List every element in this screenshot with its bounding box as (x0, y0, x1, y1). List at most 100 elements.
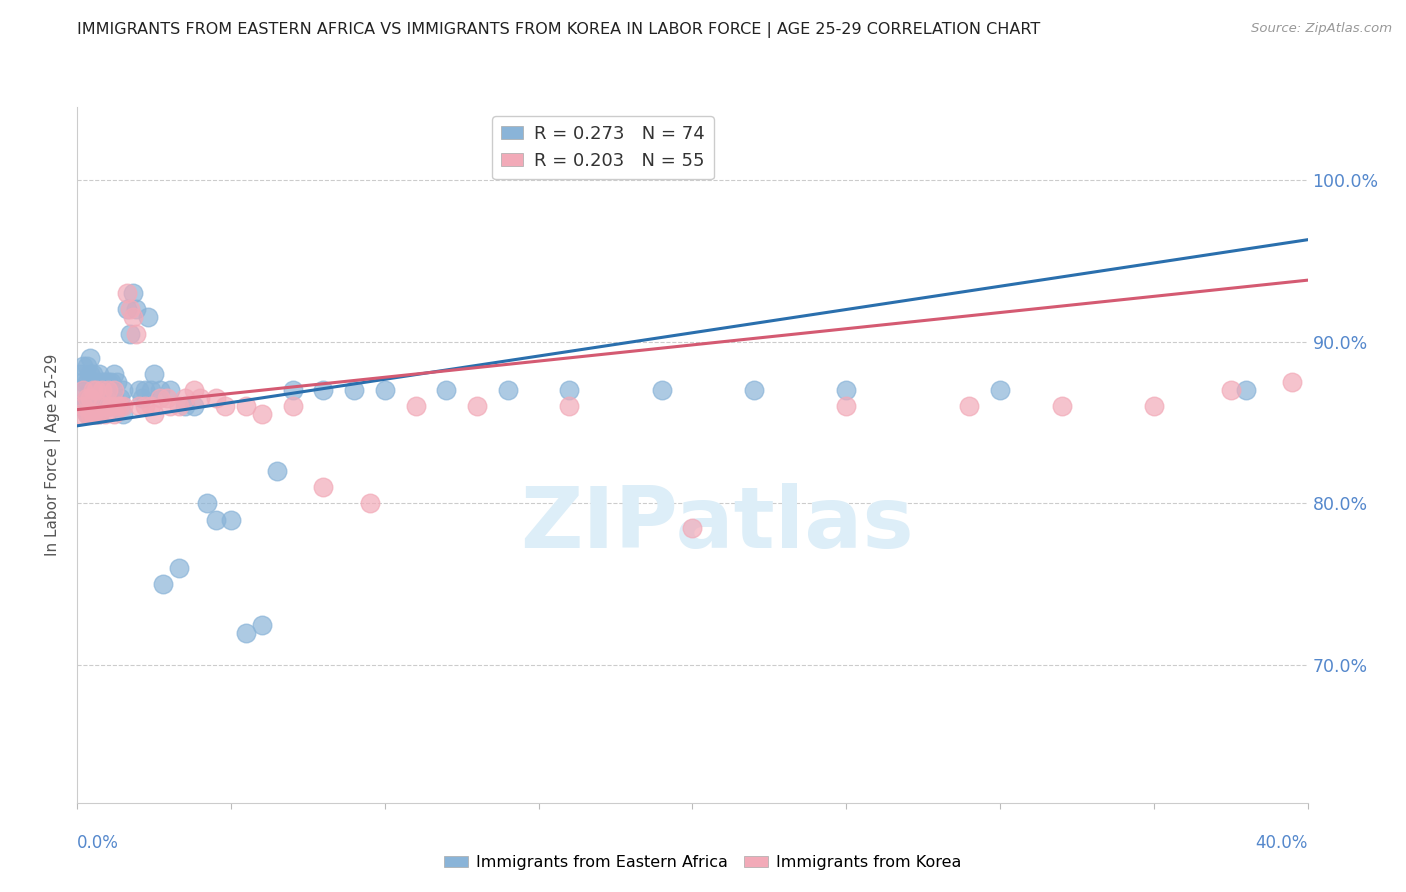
Point (105, 400, 128, 414)
Point (82, 408, 104, 422)
Point (112, 383, 135, 397)
Point (94, 408, 117, 422)
Point (159, 383, 181, 397)
Point (343, 383, 366, 397)
Point (79, 400, 101, 414)
Point (121, 286, 143, 301)
Point (121, 310, 143, 325)
Legend: Immigrants from Eastern Africa, Immigrants from Korea: Immigrants from Eastern Africa, Immigran… (439, 849, 967, 877)
Point (1281, 375, 1303, 389)
Point (167, 561, 190, 575)
Point (76, 408, 98, 422)
Point (97, 375, 120, 389)
Point (128, 400, 150, 414)
Point (79, 367, 101, 381)
Point (72, 400, 94, 414)
Point (115, 286, 138, 301)
Point (159, 400, 181, 414)
Point (76, 408, 98, 422)
Point (149, 392, 172, 406)
Point (195, 496, 218, 510)
Point (76, 375, 98, 389)
Point (94, 400, 117, 414)
Text: IMMIGRANTS FROM EASTERN AFRICA VS IMMIGRANTS FROM KOREA IN LABOR FORCE | AGE 25-: IMMIGRANTS FROM EASTERN AFRICA VS IMMIGR… (77, 22, 1040, 38)
Point (281, 383, 304, 397)
Point (957, 400, 980, 414)
Point (84, 392, 107, 406)
Point (183, 400, 205, 414)
Point (682, 521, 704, 535)
Point (84, 408, 107, 422)
Point (90, 383, 114, 397)
Point (118, 326, 141, 341)
Point (97, 400, 120, 414)
Point (204, 392, 226, 406)
Point (69, 383, 91, 397)
Point (134, 400, 156, 414)
Point (69, 400, 91, 414)
Point (105, 375, 128, 389)
Y-axis label: In Labor Force | Age 25-29: In Labor Force | Age 25-29 (45, 354, 62, 556)
Point (405, 400, 427, 414)
Point (143, 408, 166, 422)
Point (97, 383, 120, 397)
Point (100, 375, 122, 389)
Point (90, 400, 114, 414)
Point (742, 383, 765, 397)
Point (79, 392, 101, 406)
Point (149, 383, 172, 397)
Point (97, 400, 120, 414)
Point (214, 400, 236, 414)
Point (103, 383, 125, 397)
Point (84, 383, 107, 397)
Text: 0.0%: 0.0% (77, 834, 120, 852)
Point (136, 310, 159, 325)
Point (204, 513, 226, 527)
Point (374, 383, 396, 397)
Point (84, 408, 107, 422)
Point (235, 400, 257, 414)
Point (558, 400, 581, 414)
Point (436, 383, 458, 397)
Point (100, 400, 122, 414)
Point (988, 383, 1011, 397)
Point (125, 302, 148, 317)
Point (188, 392, 212, 406)
Point (82, 375, 104, 389)
Point (141, 400, 163, 414)
Point (79, 408, 101, 422)
Point (174, 392, 197, 406)
Legend: R = 0.273   N = 74, R = 0.203   N = 55: R = 0.273 N = 74, R = 0.203 N = 55 (492, 116, 714, 179)
Point (87, 408, 110, 422)
Point (79, 383, 101, 397)
Point (131, 392, 153, 406)
Point (496, 383, 519, 397)
Point (87, 383, 110, 397)
Point (1143, 400, 1166, 414)
Point (112, 400, 135, 414)
Point (128, 383, 150, 397)
Point (69, 408, 91, 422)
Point (100, 400, 122, 414)
Point (155, 392, 177, 406)
Point (118, 302, 141, 317)
Point (110, 392, 132, 406)
Point (141, 383, 163, 397)
Point (266, 464, 288, 478)
Point (84, 375, 107, 389)
Point (72, 359, 94, 373)
Point (79, 351, 101, 365)
Point (1050, 400, 1073, 414)
Point (82, 400, 104, 414)
Point (312, 480, 335, 494)
Point (112, 408, 135, 422)
Point (110, 400, 132, 414)
Point (76, 392, 98, 406)
Point (1234, 383, 1257, 397)
Point (250, 617, 273, 632)
Point (167, 400, 190, 414)
Point (250, 408, 273, 422)
Text: ZIPatlas: ZIPatlas (520, 483, 914, 566)
Point (69, 367, 91, 381)
Point (152, 577, 174, 591)
